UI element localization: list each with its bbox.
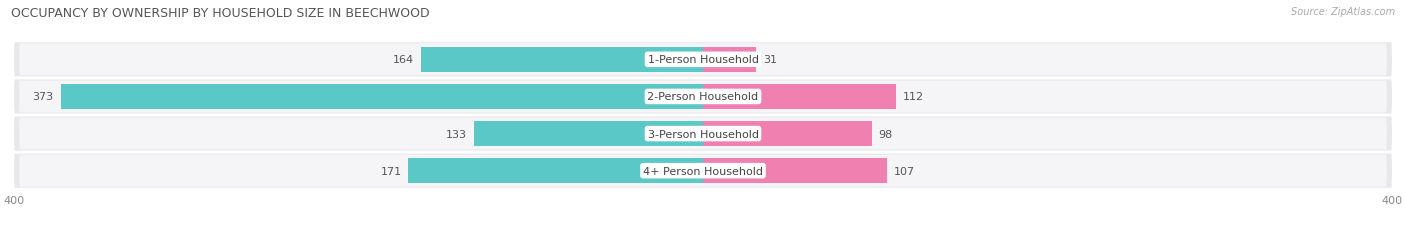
Bar <box>703 122 872 146</box>
Text: 133: 133 <box>446 129 467 139</box>
FancyBboxPatch shape <box>20 81 1386 113</box>
FancyBboxPatch shape <box>20 118 1386 150</box>
Text: 4+ Person Household: 4+ Person Household <box>643 166 763 176</box>
Text: 107: 107 <box>894 166 915 176</box>
Text: 31: 31 <box>763 55 778 65</box>
Text: 171: 171 <box>381 166 402 176</box>
FancyBboxPatch shape <box>20 44 1386 76</box>
Text: 2-Person Household: 2-Person Household <box>647 92 759 102</box>
Text: 112: 112 <box>903 92 924 102</box>
FancyBboxPatch shape <box>14 117 1392 151</box>
Text: 373: 373 <box>32 92 53 102</box>
Bar <box>474 122 703 146</box>
Text: 98: 98 <box>879 129 893 139</box>
Text: OCCUPANCY BY OWNERSHIP BY HOUSEHOLD SIZE IN BEECHWOOD: OCCUPANCY BY OWNERSHIP BY HOUSEHOLD SIZE… <box>11 7 430 20</box>
FancyBboxPatch shape <box>14 80 1392 114</box>
Bar <box>409 158 703 183</box>
FancyBboxPatch shape <box>20 155 1386 187</box>
Text: Source: ZipAtlas.com: Source: ZipAtlas.com <box>1291 7 1395 17</box>
FancyBboxPatch shape <box>14 43 1392 77</box>
Bar <box>703 85 896 109</box>
Text: 1-Person Household: 1-Person Household <box>648 55 758 65</box>
Bar <box>703 48 756 73</box>
FancyBboxPatch shape <box>14 154 1392 188</box>
Text: 3-Person Household: 3-Person Household <box>648 129 758 139</box>
Bar <box>703 158 887 183</box>
Text: 164: 164 <box>392 55 413 65</box>
Bar <box>60 85 703 109</box>
Bar <box>420 48 703 73</box>
